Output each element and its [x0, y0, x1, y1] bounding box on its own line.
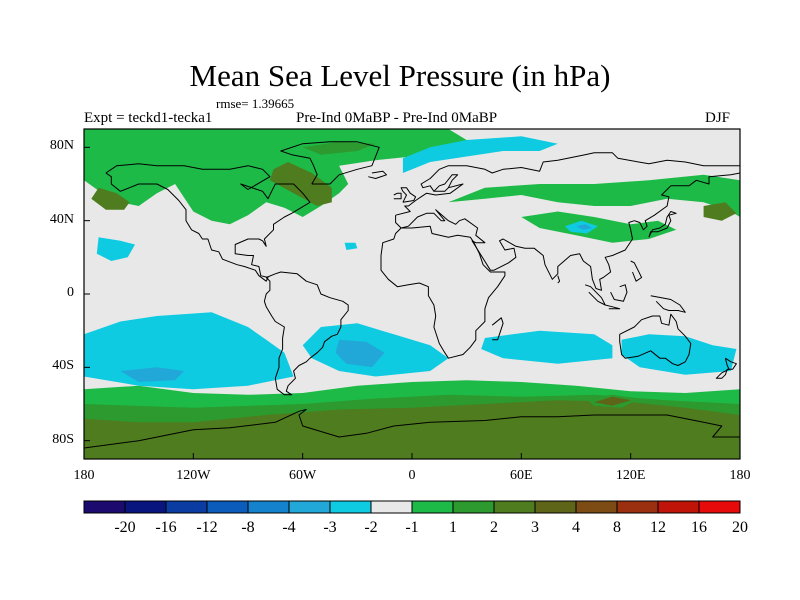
contour-region-south-indian-ocean-core-inner [594, 396, 631, 406]
colorbar-label: -4 [282, 519, 296, 536]
lat-label: 40S [52, 358, 74, 374]
colorbar-swatch [493, 500, 536, 514]
contour-region-australia-low [621, 334, 737, 375]
contour-region-tibet-core [576, 224, 593, 230]
season-label: DJF [704, 110, 730, 126]
lon-label: 120W [176, 468, 211, 483]
coastline-greenland [280, 141, 380, 185]
contour-fills [84, 129, 740, 459]
colorbar-swatch [534, 500, 577, 514]
contour-region-east-asia [521, 211, 677, 243]
map-title: Mean Sea Level Pressure (in hPa) [189, 58, 611, 93]
contour-region-mid-atlantic-low [344, 242, 358, 250]
colorbar-label: -8 [241, 519, 255, 536]
lat-label: 80S [52, 431, 74, 447]
coastline-antarctica [84, 409, 740, 449]
colorbar-swatch [698, 500, 741, 514]
colorbar-label: 4 [572, 519, 580, 536]
colorbar-label: 16 [691, 519, 707, 536]
coastline-new-guinea [650, 295, 686, 313]
colorbar-swatch [288, 500, 331, 514]
colorbar-label: -16 [155, 519, 177, 536]
colorbar-label: -3 [323, 519, 337, 536]
contour-region-antarctic-core [84, 400, 740, 459]
contour-region-eastern-pacific-low [96, 237, 135, 261]
axis-ticks [83, 146, 741, 459]
colorbar-swatch [165, 500, 208, 514]
contour-region-siberia-pacific [448, 174, 740, 217]
colorbar-swatch [575, 500, 618, 514]
coastline-eurasia [395, 152, 740, 291]
contour-region-south-pacific-core [120, 367, 185, 382]
lat-label: 80N [49, 138, 74, 154]
contour-region-north-atlantic-core [269, 162, 332, 206]
colorbar-swatch [452, 500, 495, 514]
coastline-japan [648, 211, 677, 238]
coastline-iceland [368, 170, 387, 179]
coastline-great-britain [400, 187, 417, 203]
colorbar-label: 12 [650, 519, 666, 536]
lon-label: 180 [73, 468, 95, 483]
coastline-sri-lanka [557, 275, 561, 284]
colorbar-swatch [616, 500, 659, 514]
coastline-africa [380, 225, 506, 359]
colorbar-swatch [657, 500, 700, 514]
coastline-new-zealand [715, 357, 737, 379]
colorbar-swatch [370, 500, 413, 514]
coastline-south-america [263, 271, 349, 396]
lon-label: 120E [615, 468, 646, 483]
lat-label: 40N [49, 211, 74, 227]
colorbar-swatch [83, 500, 126, 514]
colorbar-swatch [329, 500, 372, 514]
colorbar-label: -12 [196, 519, 218, 536]
colorbar [83, 500, 741, 514]
contour-region-indian-ocean-low [481, 330, 613, 364]
coastline-borneo [610, 284, 628, 302]
rmse-label: rmse= 1.39665 [216, 96, 295, 111]
colorbar-label: -20 [114, 519, 136, 536]
colorbar-label: 3 [531, 519, 539, 536]
contour-region-north-pacific-core [91, 187, 130, 210]
colorbar-label: -2 [364, 519, 378, 536]
colorbar-label: 8 [613, 519, 621, 536]
colorbar-swatch [411, 500, 454, 514]
coastline-ireland [393, 192, 402, 200]
lon-label: 180 [729, 468, 751, 483]
colorbar-swatch [247, 500, 290, 514]
coastlines [84, 141, 740, 449]
coastline-philippines [630, 260, 643, 282]
coastline-australia [619, 313, 692, 366]
lat-label: 0 [67, 285, 74, 300]
colorbar-swatch [206, 500, 249, 514]
colorbar-label: -1 [405, 519, 419, 536]
colorbar-swatch [124, 500, 167, 514]
experiment-label: Expt = teckd1-tecka1 [84, 110, 213, 126]
coastline-java [605, 304, 621, 310]
coastline-north-america [105, 163, 311, 282]
contour-region-north-atlantic-low [402, 136, 558, 173]
contour-region-south-atlantic-core [335, 339, 385, 368]
lon-label: 60W [289, 468, 317, 483]
coastline-scandinavia-sea-edge [433, 174, 459, 192]
contour-region-far-east-core [703, 202, 737, 221]
subtitle-label: Pre-Ind 0MaBP - Pre-Ind 0MaBP [296, 110, 498, 126]
lon-label: 0 [408, 468, 416, 483]
colorbar-label: 2 [490, 519, 498, 536]
colorbar-label: 1 [449, 519, 457, 536]
lon-label: 60E [510, 468, 533, 483]
colorbar-label: 20 [732, 519, 748, 536]
coastline-madagascar [491, 317, 504, 341]
contour-region-greenland-core [302, 141, 376, 155]
coastline-sumatra [584, 284, 606, 306]
